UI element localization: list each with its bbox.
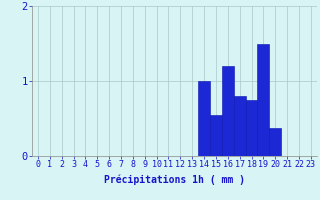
Bar <box>210 115 222 156</box>
Bar <box>234 96 246 156</box>
X-axis label: Précipitations 1h ( mm ): Précipitations 1h ( mm ) <box>104 175 245 185</box>
Bar <box>198 81 210 156</box>
Bar <box>246 100 258 156</box>
Bar <box>222 66 234 156</box>
Bar <box>269 128 281 156</box>
Bar <box>258 44 269 156</box>
